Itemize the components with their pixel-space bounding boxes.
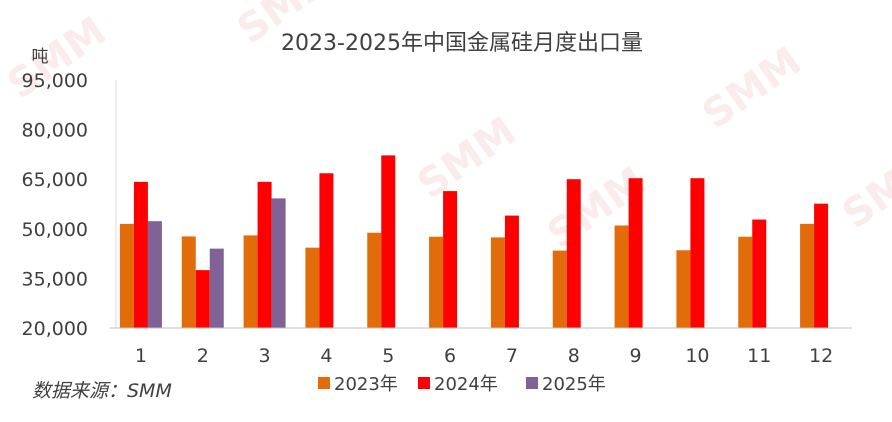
- bar-1-12: [800, 224, 814, 328]
- x-tick-label: 1: [135, 345, 147, 367]
- y-tick-label: 35,000: [22, 268, 88, 290]
- chart-title: 2023-2025年中国金属硅月度出口量: [281, 31, 643, 56]
- x-tick-label: 12: [809, 345, 833, 367]
- bar-2-1: [134, 182, 148, 328]
- bar-2-5: [381, 155, 395, 328]
- legend: 2023年 2024年 2025年: [318, 374, 606, 395]
- bar-2-6: [443, 191, 457, 328]
- y-tick-label: 20,000: [22, 318, 88, 340]
- x-tick-label: 10: [685, 345, 709, 367]
- y-tick-label: 50,000: [22, 219, 88, 241]
- bar-1-2: [182, 236, 196, 328]
- x-tick-label: 2: [197, 345, 209, 367]
- x-tick-label: 11: [747, 345, 771, 367]
- watermark-text: SMM: [694, 38, 809, 138]
- x-tick-label: 9: [630, 345, 642, 367]
- bar-1-4: [305, 248, 319, 328]
- bar-1-11: [738, 237, 752, 328]
- bar-3-3: [272, 198, 286, 328]
- x-tick-label: 4: [320, 345, 332, 367]
- bar-1-9: [615, 225, 629, 328]
- y-axis: 20,000 35,000 50,000 65,000 80,000 95,000: [22, 70, 116, 340]
- watermark-text: SMM: [834, 138, 892, 238]
- bar-1-1: [120, 224, 134, 328]
- y-tick-label: 65,000: [22, 169, 88, 191]
- legend-swatch: [318, 377, 330, 389]
- y-axis-unit-label: 吨: [32, 47, 49, 67]
- bar-2-10: [690, 178, 704, 328]
- x-tick-label: 8: [568, 345, 580, 367]
- watermark-text: SMM: [0, 8, 115, 108]
- bar-1-6: [429, 237, 443, 328]
- bar-2-3: [258, 182, 272, 328]
- legend-label: 2024年: [434, 374, 498, 395]
- bar-2-7: [505, 216, 519, 328]
- x-tick-label: 7: [506, 345, 518, 367]
- x-tick-label: 5: [382, 345, 394, 367]
- bar-1-5: [367, 233, 381, 328]
- watermark-text: SMM: [409, 108, 524, 208]
- x-tick-label: 3: [259, 345, 271, 367]
- legend-swatch: [418, 377, 430, 389]
- bar-1-8: [553, 251, 567, 328]
- bar-1-3: [244, 235, 258, 328]
- source-note: 数据来源：SMM: [32, 376, 172, 403]
- x-axis: 1 2 3 4 5 6 7 8 9 10 11 12: [135, 345, 833, 367]
- legend-label: 2023年: [334, 374, 398, 395]
- bar-3-1: [148, 221, 162, 328]
- bar-1-7: [491, 237, 505, 328]
- y-tick-label: 80,000: [22, 120, 88, 142]
- legend-swatch: [526, 377, 538, 389]
- x-tick-label: 6: [444, 345, 456, 367]
- bar-2-4: [319, 173, 333, 328]
- bar-2-2: [196, 270, 210, 328]
- bar-2-8: [567, 179, 581, 328]
- legend-label: 2025年: [542, 374, 606, 395]
- y-tick-label: 95,000: [22, 70, 88, 92]
- bar-3-2: [210, 249, 224, 328]
- bar-2-11: [752, 220, 766, 328]
- bar-1-10: [676, 250, 690, 328]
- bar-2-12: [814, 204, 828, 328]
- bar-2-9: [629, 178, 643, 328]
